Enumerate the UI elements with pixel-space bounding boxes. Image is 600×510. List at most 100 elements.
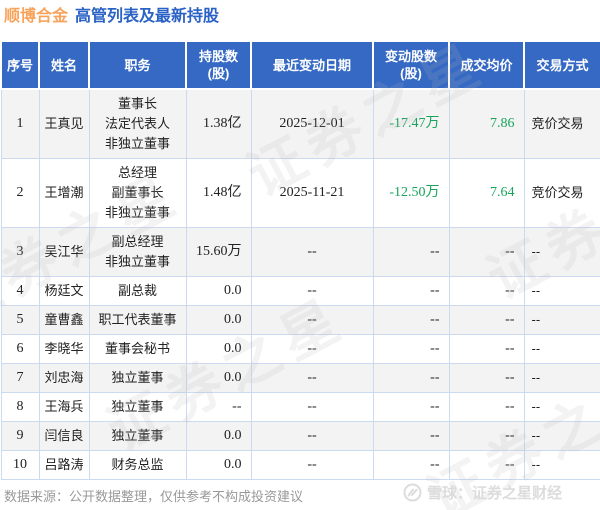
cell-avg-price: --: [448, 392, 525, 422]
table-row-3: 3 吴江华 副总经理 非独立董事 15.60万 -- -- -- --: [0, 227, 600, 277]
cell-index: 6: [0, 334, 40, 364]
cell-shares: 0.0: [185, 450, 252, 480]
cell-avg-price: 7.86: [448, 88, 525, 159]
table-row-4: 4 杨廷文 副总裁 0.0 -- -- -- --: [0, 276, 600, 306]
cell-trade-method: --: [523, 450, 600, 480]
cell-positions: 副总裁: [88, 276, 187, 306]
cell-avg-price: --: [448, 421, 525, 451]
cell-trade-method: --: [523, 276, 600, 306]
cell-shares: --: [185, 392, 252, 422]
cell-trade-method: 竞价交易: [523, 88, 600, 159]
cell-trade-method: --: [523, 421, 600, 451]
stock-name: 顺博合金: [4, 8, 69, 25]
table-row-7: 7 刘忠海 独立董事 0.0 -- -- -- --: [0, 363, 600, 393]
cell-avg-price: --: [448, 450, 525, 480]
cell-name: 王海兵: [38, 392, 90, 422]
cell-change-date: --: [250, 334, 374, 364]
cell-name: 童曹鑫: [38, 305, 90, 335]
cell-index: 10: [0, 450, 40, 480]
cell-avg-price: --: [448, 334, 525, 364]
col-header-position: 职务: [88, 40, 187, 90]
cell-change-date: --: [250, 421, 374, 451]
executives-table: 序号 姓名 职务 持股数 (股) 最近变动日期 变动股数 (股) 成交均价 交易方式…: [0, 40, 600, 480]
col-header-trade-method: 交易方式: [523, 40, 600, 90]
cell-avg-price: --: [448, 276, 525, 306]
brand-footer: 雪球：证券之星财经: [403, 482, 562, 503]
cell-change-shares: -12.50万: [372, 158, 450, 228]
cell-change-date: 2025-12-01: [250, 88, 374, 159]
cell-change-shares: --: [372, 276, 450, 306]
xueqiu-icon: [403, 483, 422, 502]
cell-positions: 董事长 法定代表人 非独立董事: [88, 88, 187, 159]
cell-positions: 独立董事: [88, 363, 187, 393]
cell-shares: 0.0: [185, 334, 252, 364]
table-row-9: 9 闫信良 独立董事 0.0 -- -- -- --: [0, 421, 600, 451]
cell-index: 1: [0, 88, 40, 159]
source-note: 数据来源：公开数据整理，仅供参考不构成投资建议: [4, 489, 304, 504]
cell-positions: 职工代表董事: [88, 305, 187, 335]
cell-avg-price: --: [448, 363, 525, 393]
cell-positions: 独立董事: [88, 392, 187, 422]
cell-change-shares: --: [372, 450, 450, 480]
table-row-6: 6 李晓华 董事会秘书 0.0 -- -- -- --: [0, 334, 600, 364]
cell-change-date: --: [250, 305, 374, 335]
table-row-8: 8 王海兵 独立董事 -- -- -- -- --: [0, 392, 600, 422]
col-header-shares: 持股数 (股): [185, 40, 252, 90]
cell-positions: 财务总监: [88, 450, 187, 480]
header-row: 序号 姓名 职务 持股数 (股) 最近变动日期 变动股数 (股) 成交均价 交易方式: [0, 40, 600, 90]
page-title: 顺博合金 高管列表及最新持股: [0, 0, 600, 27]
col-header-name: 姓名: [38, 40, 90, 90]
cell-change-shares: -17.47万: [372, 88, 450, 159]
cell-name: 吴江华: [38, 227, 90, 277]
cell-change-shares: --: [372, 334, 450, 364]
cell-index: 5: [0, 305, 40, 335]
cell-change-shares: --: [372, 305, 450, 335]
cell-index: 3: [0, 227, 40, 277]
col-header-change-date: 最近变动日期: [250, 40, 374, 90]
cell-change-shares: --: [372, 421, 450, 451]
cell-name: 李晓华: [38, 334, 90, 364]
cell-trade-method: 竞价交易: [523, 158, 600, 228]
cell-change-date: --: [250, 392, 374, 422]
cell-positions: 总经理 副董事长 非独立董事: [88, 158, 187, 228]
cell-change-shares: --: [372, 227, 450, 277]
brand-text: 雪球：证券之星财经: [426, 485, 562, 502]
cell-change-date: --: [250, 363, 374, 393]
cell-name: 王真见: [38, 88, 90, 159]
cell-change-date: --: [250, 450, 374, 480]
cell-name: 王增潮: [38, 158, 90, 228]
cell-name: 闫信良: [38, 421, 90, 451]
col-header-avg-price: 成交均价: [448, 40, 525, 90]
col-header-change-shares: 变动股数 (股): [372, 40, 450, 90]
cell-change-date: 2025-11-21: [250, 158, 374, 228]
title-text: 高管列表及最新持股: [75, 8, 220, 25]
cell-shares: 0.0: [185, 363, 252, 393]
cell-positions: 董事会秘书: [88, 334, 187, 364]
cell-shares: 1.48亿: [185, 158, 252, 228]
cell-name: 吕路涛: [38, 450, 90, 480]
cell-name: 刘忠海: [38, 363, 90, 393]
cell-avg-price: --: [448, 227, 525, 277]
cell-shares: 0.0: [185, 276, 252, 306]
cell-trade-method: --: [523, 227, 600, 277]
table-row-5: 5 童曹鑫 职工代表董事 0.0 -- -- -- --: [0, 305, 600, 335]
table-row-10: 10 吕路涛 财务总监 0.0 -- -- -- --: [0, 450, 600, 480]
cell-shares: 0.0: [185, 305, 252, 335]
cell-trade-method: --: [523, 305, 600, 335]
cell-avg-price: --: [448, 305, 525, 335]
cell-trade-method: --: [523, 363, 600, 393]
cell-change-shares: --: [372, 392, 450, 422]
cell-positions: 独立董事: [88, 421, 187, 451]
cell-change-date: --: [250, 276, 374, 306]
col-header-index: 序号: [0, 40, 40, 90]
cell-index: 9: [0, 421, 40, 451]
cell-change-shares: --: [372, 363, 450, 393]
cell-shares: 1.38亿: [185, 88, 252, 159]
cell-trade-method: --: [523, 334, 600, 364]
table-row-1: 1 王真见 董事长 法定代表人 非独立董事 1.38亿 2025-12-01 -17…: [0, 88, 600, 159]
cell-shares: 15.60万: [185, 227, 252, 277]
cell-index: 7: [0, 363, 40, 393]
table-row-2: 2 王增潮 总经理 副董事长 非独立董事 1.48亿 2025-11-21 -12.…: [0, 158, 600, 228]
cell-index: 2: [0, 158, 40, 228]
